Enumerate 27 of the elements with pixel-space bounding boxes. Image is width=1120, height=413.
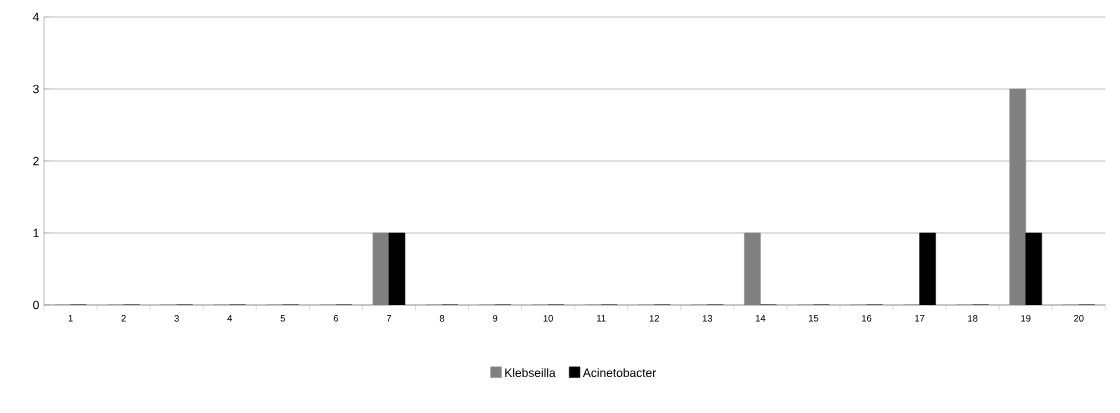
x-tick-label: 17 [915, 315, 925, 322]
y-tick-label: 4 [32, 12, 39, 22]
x-tick-label: 11 [597, 315, 606, 322]
y-tick-label: 1 [33, 228, 39, 238]
y-tick-label: 3 [33, 84, 39, 94]
legend-label: Klebseilla [505, 368, 556, 378]
y-tick-label: 2 [33, 156, 39, 166]
x-tick-label: 19 [1021, 315, 1031, 322]
x-tick-label: 2 [121, 315, 126, 322]
x-tick-label: 7 [386, 315, 392, 322]
x-tick-label: 6 [333, 315, 339, 322]
x-tick-label: 8 [439, 315, 445, 322]
x-tick-label: 5 [280, 315, 286, 322]
legend-label: Acinetobacter [582, 368, 657, 378]
x-tick-label: 4 [227, 315, 233, 322]
x-tick-label: 14 [755, 315, 766, 322]
x-tick-label: 18 [968, 315, 978, 322]
x-tick-label: 3 [174, 315, 179, 322]
x-tick-label: 10 [543, 315, 553, 322]
x-tick-label: 12 [649, 315, 659, 322]
y-tick-label: 0 [33, 300, 39, 310]
x-tick-label: 20 [1074, 315, 1084, 322]
x-tick-label: 13 [702, 315, 713, 322]
x-tick-label: 16 [862, 315, 872, 322]
x-tick-label: 9 [492, 315, 498, 322]
x-tick-label: 1 [68, 315, 73, 322]
x-tick-label: 15 [808, 315, 819, 322]
